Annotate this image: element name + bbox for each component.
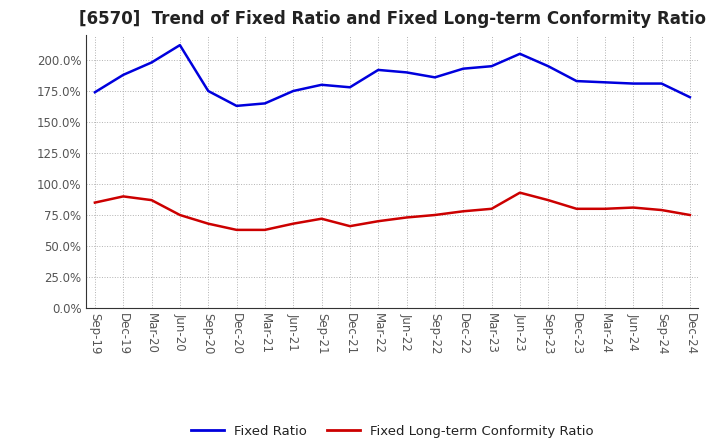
Fixed Ratio (176, 43, 184, 48)
Fixed Long-term Conformity Ratio (148, 198, 156, 203)
Fixed Ratio (572, 78, 581, 84)
Fixed Long-term Conformity Ratio (516, 190, 524, 195)
Fixed Long-term Conformity Ratio (233, 227, 241, 232)
Fixed Long-term Conformity Ratio (204, 221, 212, 226)
Fixed Long-term Conformity Ratio (657, 207, 666, 213)
Fixed Ratio (516, 51, 524, 56)
Fixed Long-term Conformity Ratio (685, 213, 694, 218)
Fixed Ratio (544, 63, 552, 69)
Fixed Ratio (459, 66, 467, 71)
Fixed Long-term Conformity Ratio (318, 216, 326, 221)
Fixed Long-term Conformity Ratio (119, 194, 127, 199)
Fixed Long-term Conformity Ratio (289, 221, 297, 226)
Fixed Long-term Conformity Ratio (487, 206, 496, 212)
Legend: Fixed Ratio, Fixed Long-term Conformity Ratio: Fixed Ratio, Fixed Long-term Conformity … (186, 420, 599, 440)
Fixed Long-term Conformity Ratio (176, 213, 184, 218)
Fixed Ratio (600, 80, 609, 85)
Fixed Long-term Conformity Ratio (91, 200, 99, 205)
Fixed Ratio (261, 101, 269, 106)
Fixed Ratio (289, 88, 297, 94)
Line: Fixed Ratio: Fixed Ratio (95, 45, 690, 106)
Fixed Ratio (204, 88, 212, 94)
Fixed Ratio (685, 95, 694, 100)
Fixed Long-term Conformity Ratio (572, 206, 581, 212)
Fixed Ratio (119, 72, 127, 77)
Fixed Ratio (318, 82, 326, 88)
Fixed Long-term Conformity Ratio (346, 224, 354, 229)
Fixed Long-term Conformity Ratio (431, 213, 439, 218)
Fixed Ratio (629, 81, 637, 86)
Fixed Ratio (374, 67, 382, 73)
Fixed Long-term Conformity Ratio (261, 227, 269, 232)
Fixed Ratio (487, 63, 496, 69)
Fixed Long-term Conformity Ratio (459, 209, 467, 214)
Fixed Long-term Conformity Ratio (600, 206, 609, 212)
Fixed Long-term Conformity Ratio (544, 198, 552, 203)
Line: Fixed Long-term Conformity Ratio: Fixed Long-term Conformity Ratio (95, 193, 690, 230)
Title: [6570]  Trend of Fixed Ratio and Fixed Long-term Conformity Ratio: [6570] Trend of Fixed Ratio and Fixed Lo… (79, 10, 706, 28)
Fixed Ratio (346, 84, 354, 90)
Fixed Long-term Conformity Ratio (629, 205, 637, 210)
Fixed Ratio (657, 81, 666, 86)
Fixed Ratio (148, 60, 156, 65)
Fixed Ratio (402, 70, 411, 75)
Fixed Long-term Conformity Ratio (402, 215, 411, 220)
Fixed Ratio (233, 103, 241, 109)
Fixed Long-term Conformity Ratio (374, 219, 382, 224)
Fixed Ratio (431, 75, 439, 80)
Fixed Ratio (91, 90, 99, 95)
